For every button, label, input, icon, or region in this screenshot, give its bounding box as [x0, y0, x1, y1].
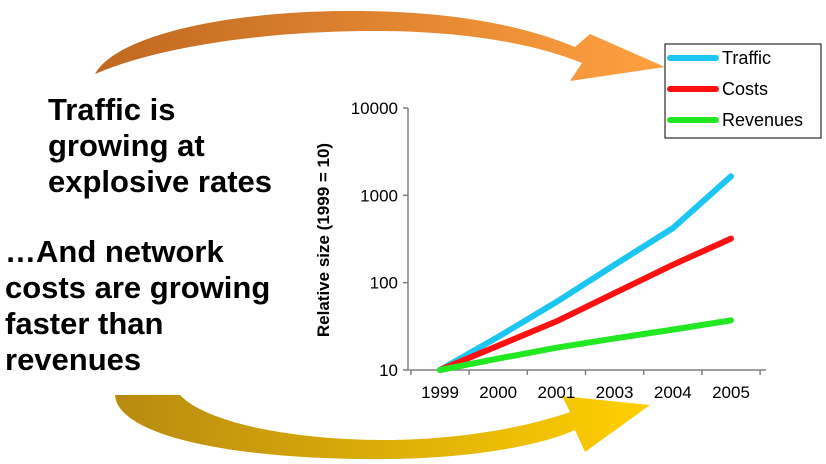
- x-tick-label: 2000: [479, 383, 517, 402]
- series-line-revenues: [437, 317, 734, 373]
- series-line-traffic: [437, 173, 734, 373]
- x-tick-label: 2004: [654, 383, 692, 402]
- x-tick-label: 2005: [712, 383, 750, 402]
- y-tick-label: 1000: [360, 186, 398, 205]
- chart-legend: Traffic Costs Revenues: [664, 43, 822, 139]
- headline-line: revenues: [5, 342, 142, 377]
- y-ticks: 10 100 1000 10000: [351, 99, 408, 380]
- series-line-costs: [437, 235, 734, 373]
- headline-line: explosive rates: [48, 164, 273, 199]
- y-tick-label: 10000: [351, 99, 398, 118]
- headline-line: Traffic is: [48, 92, 176, 127]
- legend-label: Traffic: [722, 48, 771, 68]
- x-tick-label: 1999: [421, 383, 459, 402]
- headline-costs-vs-revenues: …And network costs are growing faster th…: [5, 234, 270, 378]
- headline-line: costs are growing: [5, 270, 271, 305]
- y-tick-label: 10: [379, 361, 398, 380]
- x-tick-label: 2003: [596, 383, 634, 402]
- x-tick-label: 2001: [537, 383, 575, 402]
- headline-traffic-growth: Traffic is growing at explosive rates: [48, 92, 272, 200]
- y-axis-label: Relative size (1999 = 10): [314, 143, 333, 337]
- top-curved-arrow: [95, 10, 665, 81]
- x-ticks: 1999 2000 2001 2003 2004 2005: [410, 370, 761, 402]
- headline-line: growing at: [48, 128, 205, 163]
- y-tick-label: 100: [370, 274, 398, 293]
- chart-axes: [407, 108, 766, 371]
- bottom-curved-arrow: [115, 395, 650, 460]
- legend-label: Costs: [722, 79, 768, 99]
- headline-line: …And network: [5, 234, 224, 269]
- headline-line: faster than: [5, 306, 164, 341]
- legend-label: Revenues: [722, 110, 803, 130]
- series-lines: [437, 173, 734, 373]
